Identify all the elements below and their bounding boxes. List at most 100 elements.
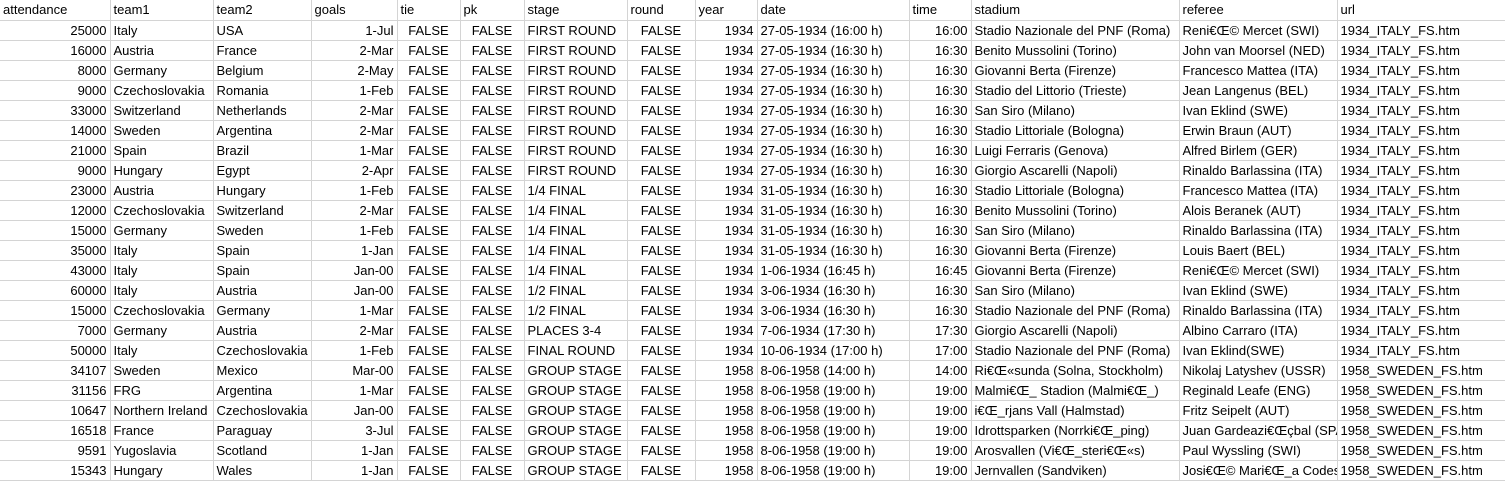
cell-stage[interactable]: FIRST ROUND — [524, 100, 628, 121]
cell-attendance[interactable]: 34107 — [0, 360, 111, 381]
cell-date[interactable]: 27-05-1934 (16:30 h) — [757, 40, 910, 61]
cell-stage[interactable]: FIRST ROUND — [524, 160, 628, 181]
cell-round[interactable]: FALSE — [627, 400, 696, 421]
header-cell-round[interactable]: round — [627, 0, 696, 21]
cell-url[interactable]: 1958_SWEDEN_FS.htm — [1337, 460, 1505, 481]
cell-stadium[interactable]: Idrottsparken (Norrki€Œ_ping) — [971, 420, 1180, 441]
cell-team2[interactable]: Spain — [213, 260, 312, 281]
cell-tie[interactable]: FALSE — [397, 200, 461, 221]
cell-time[interactable]: 16:45 — [909, 260, 972, 281]
cell-team2[interactable]: Wales — [213, 460, 312, 481]
cell-date[interactable]: 27-05-1934 (16:30 h) — [757, 80, 910, 101]
cell-round[interactable]: FALSE — [627, 180, 696, 201]
cell-year[interactable]: 1958 — [695, 420, 758, 441]
cell-time[interactable]: 16:30 — [909, 280, 972, 301]
cell-year[interactable]: 1934 — [695, 240, 758, 261]
cell-team2[interactable]: Mexico — [213, 360, 312, 381]
cell-tie[interactable]: FALSE — [397, 240, 461, 261]
cell-time[interactable]: 16:30 — [909, 200, 972, 221]
cell-url[interactable]: 1958_SWEDEN_FS.htm — [1337, 440, 1505, 461]
cell-referee[interactable]: Albino Carraro (ITA) — [1179, 320, 1338, 341]
cell-round[interactable]: FALSE — [627, 80, 696, 101]
cell-attendance[interactable]: 14000 — [0, 120, 111, 141]
cell-date[interactable]: 7-06-1934 (17:30 h) — [757, 320, 910, 341]
cell-stadium[interactable]: Stadio Nazionale del PNF (Roma) — [971, 340, 1180, 361]
cell-referee[interactable]: Nikolaj Latyshev (USSR) — [1179, 360, 1338, 381]
cell-time[interactable]: 16:00 — [909, 20, 972, 41]
cell-team1[interactable]: France — [110, 420, 214, 441]
cell-url[interactable]: 1958_SWEDEN_FS.htm — [1337, 360, 1505, 381]
cell-referee[interactable]: Reni€Œ© Mercet (SWI) — [1179, 260, 1338, 281]
cell-team2[interactable]: Egypt — [213, 160, 312, 181]
cell-stage[interactable]: GROUP STAGE — [524, 360, 628, 381]
cell-team2[interactable]: Austria — [213, 280, 312, 301]
cell-goals[interactable]: Mar-00 — [311, 360, 398, 381]
cell-stadium[interactable]: i€Œ_rjans Vall (Halmstad) — [971, 400, 1180, 421]
cell-tie[interactable]: FALSE — [397, 280, 461, 301]
cell-url[interactable]: 1934_ITALY_FS.htm — [1337, 40, 1505, 61]
cell-stage[interactable]: FIRST ROUND — [524, 40, 628, 61]
cell-referee[interactable]: Jean Langenus (BEL) — [1179, 80, 1338, 101]
cell-pk[interactable]: FALSE — [460, 60, 525, 81]
cell-year[interactable]: 1934 — [695, 200, 758, 221]
cell-time[interactable]: 19:00 — [909, 420, 972, 441]
header-cell-stadium[interactable]: stadium — [971, 0, 1180, 21]
cell-pk[interactable]: FALSE — [460, 460, 525, 481]
cell-stage[interactable]: 1/4 FINAL — [524, 220, 628, 241]
cell-attendance[interactable]: 31156 — [0, 380, 111, 401]
cell-attendance[interactable]: 25000 — [0, 20, 111, 41]
cell-team2[interactable]: Switzerland — [213, 200, 312, 221]
cell-pk[interactable]: FALSE — [460, 40, 525, 61]
header-cell-url[interactable]: url — [1337, 0, 1505, 21]
cell-date[interactable]: 8-06-1958 (19:00 h) — [757, 460, 910, 481]
cell-team2[interactable]: Scotland — [213, 440, 312, 461]
cell-team2[interactable]: Netherlands — [213, 100, 312, 121]
cell-attendance[interactable]: 50000 — [0, 340, 111, 361]
cell-team1[interactable]: Germany — [110, 60, 214, 81]
cell-team2[interactable]: Paraguay — [213, 420, 312, 441]
cell-stadium[interactable]: Giorgio Ascarelli (Napoli) — [971, 320, 1180, 341]
cell-stadium[interactable]: Giovanni Berta (Firenze) — [971, 240, 1180, 261]
cell-goals[interactable]: 2-Mar — [311, 100, 398, 121]
cell-time[interactable]: 16:30 — [909, 80, 972, 101]
cell-round[interactable]: FALSE — [627, 240, 696, 261]
cell-year[interactable]: 1934 — [695, 80, 758, 101]
cell-url[interactable]: 1934_ITALY_FS.htm — [1337, 300, 1505, 321]
cell-stadium[interactable]: Giorgio Ascarelli (Napoli) — [971, 160, 1180, 181]
cell-date[interactable]: 1-06-1934 (16:45 h) — [757, 260, 910, 281]
cell-date[interactable]: 31-05-1934 (16:30 h) — [757, 200, 910, 221]
cell-time[interactable]: 17:30 — [909, 320, 972, 341]
cell-time[interactable]: 16:30 — [909, 160, 972, 181]
cell-goals[interactable]: 1-Mar — [311, 140, 398, 161]
cell-date[interactable]: 8-06-1958 (19:00 h) — [757, 420, 910, 441]
cell-team1[interactable]: Northern Ireland — [110, 400, 214, 421]
cell-team2[interactable]: Germany — [213, 300, 312, 321]
cell-tie[interactable]: FALSE — [397, 220, 461, 241]
cell-pk[interactable]: FALSE — [460, 140, 525, 161]
cell-url[interactable]: 1934_ITALY_FS.htm — [1337, 100, 1505, 121]
cell-year[interactable]: 1934 — [695, 60, 758, 81]
cell-tie[interactable]: FALSE — [397, 420, 461, 441]
cell-round[interactable]: FALSE — [627, 260, 696, 281]
cell-stage[interactable]: PLACES 3-4 — [524, 320, 628, 341]
cell-team1[interactable]: Italy — [110, 340, 214, 361]
cell-url[interactable]: 1934_ITALY_FS.htm — [1337, 160, 1505, 181]
cell-team1[interactable]: Spain — [110, 140, 214, 161]
cell-stadium[interactable]: Malmi€Œ_ Stadion (Malmi€Œ_) — [971, 380, 1180, 401]
header-cell-goals[interactable]: goals — [311, 0, 398, 21]
cell-pk[interactable]: FALSE — [460, 360, 525, 381]
cell-date[interactable]: 27-05-1934 (16:30 h) — [757, 160, 910, 181]
cell-team1[interactable]: Italy — [110, 20, 214, 41]
cell-attendance[interactable]: 60000 — [0, 280, 111, 301]
cell-tie[interactable]: FALSE — [397, 160, 461, 181]
cell-goals[interactable]: 3-Jul — [311, 420, 398, 441]
cell-attendance[interactable]: 9591 — [0, 440, 111, 461]
cell-goals[interactable]: 2-Mar — [311, 40, 398, 61]
cell-stadium[interactable]: Giovanni Berta (Firenze) — [971, 60, 1180, 81]
cell-goals[interactable]: 1-Jan — [311, 460, 398, 481]
cell-date[interactable]: 27-05-1934 (16:30 h) — [757, 100, 910, 121]
cell-year[interactable]: 1958 — [695, 460, 758, 481]
cell-referee[interactable]: Rinaldo Barlassina (ITA) — [1179, 220, 1338, 241]
cell-pk[interactable]: FALSE — [460, 440, 525, 461]
cell-team2[interactable]: Sweden — [213, 220, 312, 241]
